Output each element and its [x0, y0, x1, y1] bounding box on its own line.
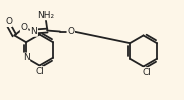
Text: O: O — [67, 27, 74, 36]
Text: O: O — [21, 23, 28, 32]
Text: N: N — [23, 53, 29, 62]
Text: Cl: Cl — [142, 68, 151, 77]
Text: Cl: Cl — [35, 67, 44, 76]
Text: NH₂: NH₂ — [37, 10, 54, 20]
Text: N: N — [30, 27, 37, 36]
Text: O: O — [5, 17, 12, 26]
